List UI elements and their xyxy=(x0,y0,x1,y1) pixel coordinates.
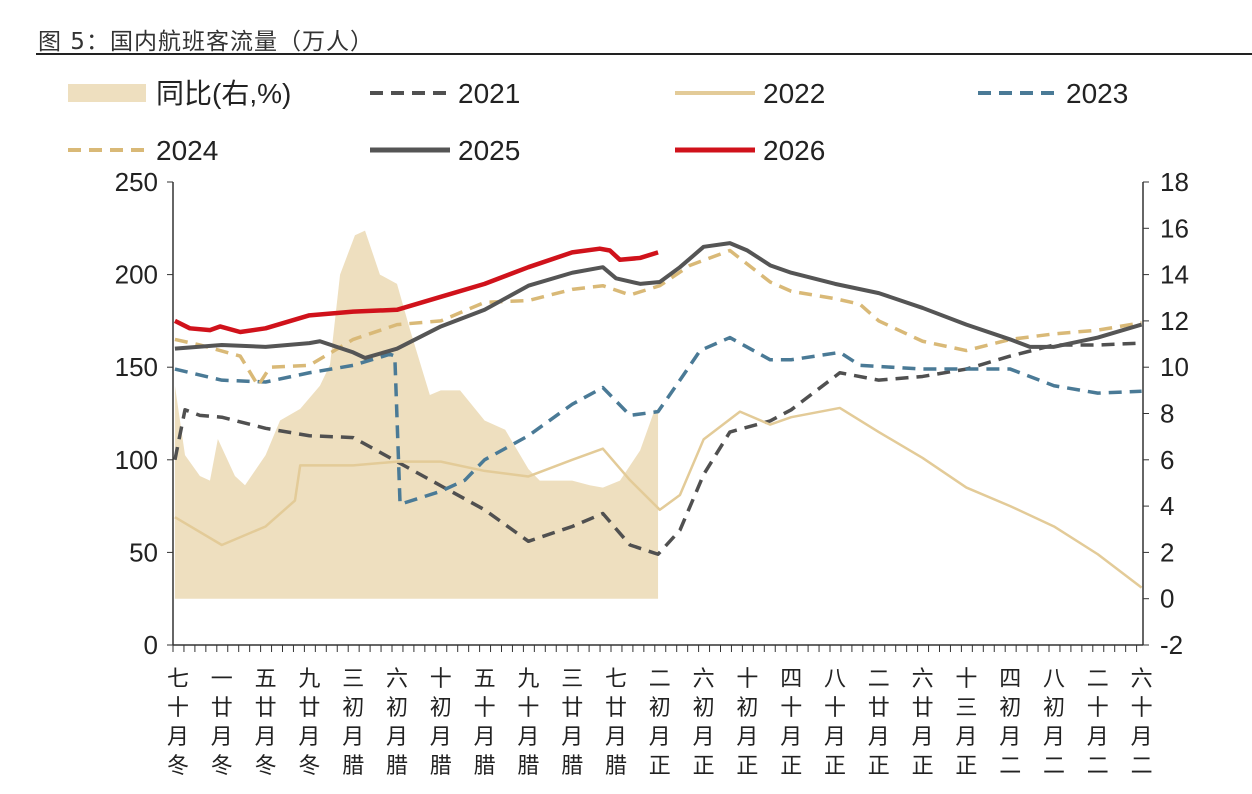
y-tick-label: 200 xyxy=(115,260,158,290)
x-tick-label: 十三月正 xyxy=(955,667,977,779)
x-tick-label: 八十月正 xyxy=(824,667,846,779)
x-tick-label: 七廿月腊 xyxy=(605,667,627,779)
y2-tick-label: 12 xyxy=(1160,306,1189,336)
x-tick-label: 四十月正 xyxy=(780,667,802,779)
x-tick-label: 五廿月冬 xyxy=(255,667,277,779)
y2-tick-label: 18 xyxy=(1160,167,1189,197)
x-tick-label: 四初月二 xyxy=(999,667,1021,779)
legend-label: 2023 xyxy=(1066,78,1128,109)
y2-tick-label: 14 xyxy=(1160,260,1189,290)
series-line-2026 xyxy=(173,246,659,335)
x-tick-label: 一廿月冬 xyxy=(211,667,233,779)
legend-label: 2026 xyxy=(763,135,825,166)
y-tick-label: 0 xyxy=(144,630,158,660)
x-tick-label: 三初月腊 xyxy=(342,667,364,779)
y2-tick-label: 16 xyxy=(1160,213,1189,243)
y2-tick-label: 10 xyxy=(1160,352,1189,382)
legend-label: 2021 xyxy=(458,78,520,109)
legend-label: 2024 xyxy=(156,135,218,166)
series-line-2025 xyxy=(174,241,1143,360)
x-tick-label: 二十月二 xyxy=(1087,667,1109,779)
legend-label: 2025 xyxy=(458,135,520,166)
x-tick-label: 九廿月冬 xyxy=(298,667,320,779)
y2-tick-label: 0 xyxy=(1160,584,1174,614)
legend-swatch-area xyxy=(68,84,146,102)
y-tick-label: 50 xyxy=(129,537,158,567)
x-tick-label: 三廿月腊 xyxy=(561,667,583,779)
legend-label: 同比(右,%) xyxy=(156,78,291,109)
x-tick-label: 十初月腊 xyxy=(430,667,452,779)
chart-title: 图 5：国内航班客流量（万人） xyxy=(38,29,374,55)
x-tick-label: 六初月腊 xyxy=(386,667,408,779)
y-tick-label: 100 xyxy=(115,445,158,475)
series-line-2024 xyxy=(174,248,1142,388)
y2-tick-label: 4 xyxy=(1160,491,1174,521)
x-tick-label: 九十月腊 xyxy=(517,667,539,779)
y-tick-label: 150 xyxy=(115,352,158,382)
y2-tick-label: 6 xyxy=(1160,445,1174,475)
y2-tick-label: 2 xyxy=(1160,537,1174,567)
y2-tick-label: -2 xyxy=(1160,630,1183,660)
x-tick-label: 六廿月正 xyxy=(912,667,934,779)
series-line-2021 xyxy=(173,341,1142,557)
x-tick-label: 六十月二 xyxy=(1131,667,1153,779)
x-tick-label: 八初月二 xyxy=(1043,667,1065,779)
series-line-2022 xyxy=(174,406,1143,589)
x-tick-label: 二初月正 xyxy=(649,667,671,779)
legend-label: 2022 xyxy=(763,78,825,109)
series-area-yoy xyxy=(174,230,659,599)
x-tick-label: 十初月正 xyxy=(736,667,758,779)
title-rule xyxy=(36,53,1252,55)
x-tick-label: 五十月腊 xyxy=(474,667,496,779)
x-tick-label: 七十月冬 xyxy=(167,667,189,779)
x-tick-label: 二廿月正 xyxy=(868,667,890,779)
y-tick-label: 250 xyxy=(115,167,158,197)
y2-tick-label: 8 xyxy=(1160,399,1174,429)
x-tick-label: 六初月正 xyxy=(693,667,715,779)
